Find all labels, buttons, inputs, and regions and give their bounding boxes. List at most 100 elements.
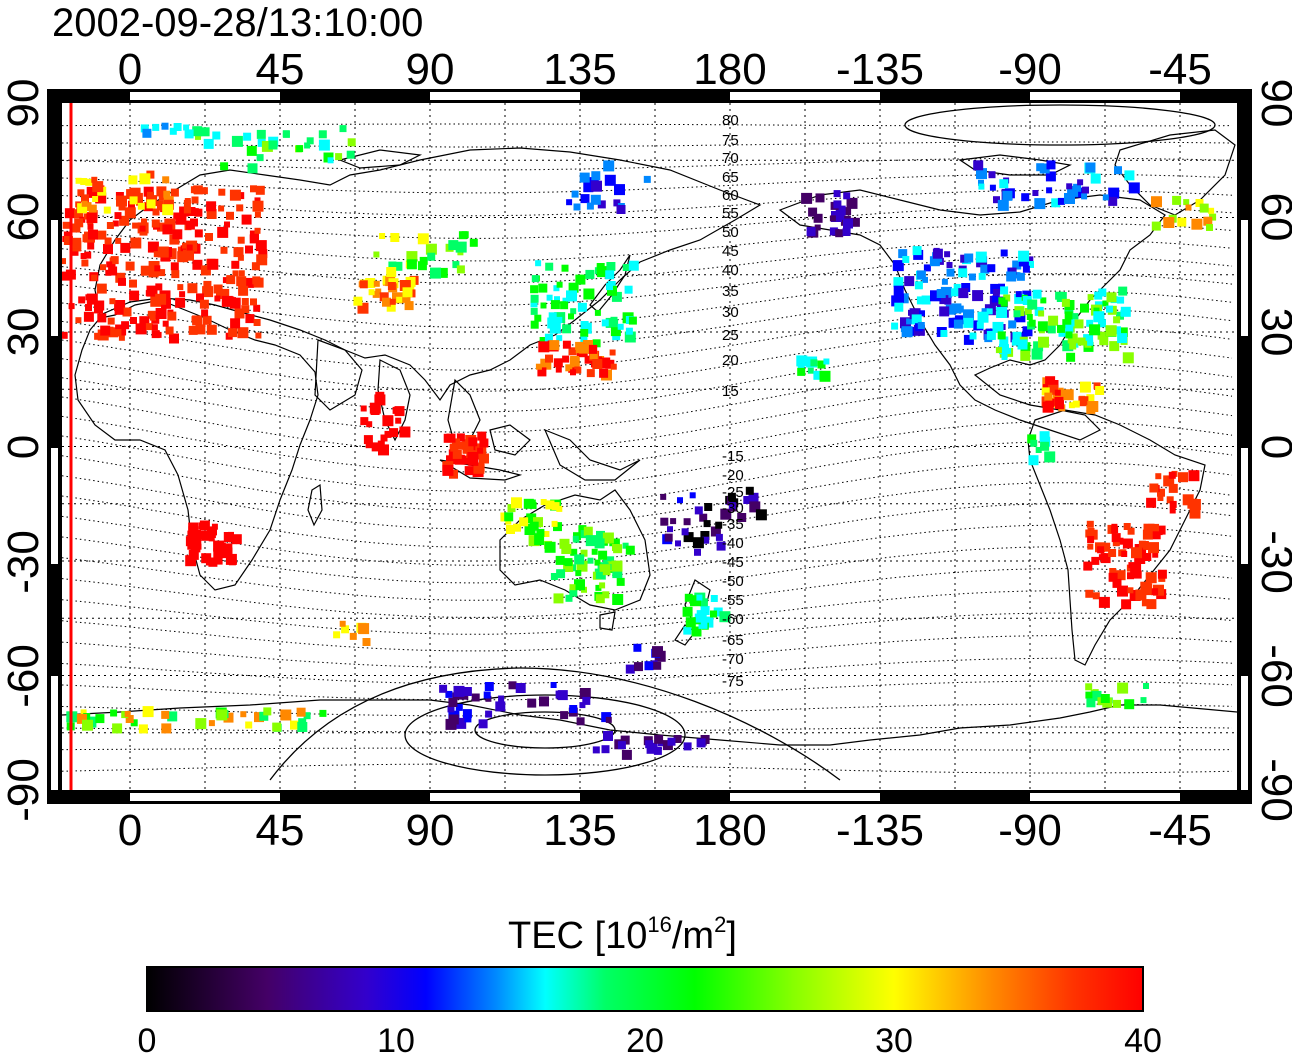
tec-cell [748,492,759,503]
tec-cell [611,291,622,302]
tec-cell [199,299,209,309]
tec-cell [104,237,112,245]
tec-cell [156,200,167,211]
tec-cell [929,256,940,267]
tec-cell [1195,199,1204,207]
tec-cell [208,720,215,727]
tec-cell [62,221,70,229]
tec-cell [620,735,630,745]
tec-cell [461,692,469,700]
tec-cell [226,275,236,285]
tec-cell [576,560,588,572]
longitude-labels-bottom: 0 45 90 135 180 -135 -90 -45 [118,806,1212,855]
tec-cell [202,315,212,325]
tec-cell [1178,472,1188,483]
tec-cell [548,312,557,321]
tec-cell [596,266,608,278]
tec-cell [530,320,539,329]
tec-cell [939,306,950,317]
tec-cell [452,449,462,459]
tec-cell [797,363,805,371]
tec-cell [161,723,172,734]
latitude-label: 90 [1252,79,1292,128]
tec-cell [1168,471,1176,479]
tec-cell [261,140,273,152]
tec-cell [1129,590,1141,601]
tec-cell [129,279,137,288]
contour-label: 45 [722,243,739,260]
tec-cell [1185,204,1192,211]
tec-cell [1000,299,1008,307]
tec-cell [202,286,214,298]
tec-cell [992,288,1000,296]
tec-cell [1151,221,1161,231]
tec-cell [901,326,913,338]
tec-cell [1039,163,1050,174]
tec-cell [593,361,600,368]
tec-cell [568,347,577,356]
tec-cell [1117,296,1125,304]
tec-cell [1080,303,1089,313]
tec-cell [1124,699,1135,710]
tec-cell [233,247,244,258]
tec-cell [550,300,560,310]
tec-cell [996,307,1008,318]
tec-cell [1177,217,1187,227]
tec-cell [1098,319,1106,328]
tec-cell [1127,572,1134,580]
tec-cell [201,553,212,564]
tec-cell [570,308,577,315]
tec-cell [77,203,88,214]
tec-cell [375,288,382,295]
tec-cell [71,223,81,233]
tec-cell [1000,249,1008,257]
tec-cell [347,138,356,147]
tec-cell [1108,196,1118,206]
latitude-labels-left: 90 60 30 0 -30 -60 -90 [0,79,48,822]
tec-cell [75,177,82,184]
tec-cell [975,251,987,263]
tec-cell [1054,389,1061,396]
tec-cell [236,276,247,287]
tec-cell [162,224,173,235]
tec-cell [599,564,611,576]
tec-cell [710,595,718,602]
tec-cell [1048,384,1058,395]
tec-cell [477,453,484,460]
tec-cell [145,323,153,331]
tec-cell [999,336,1009,346]
tec-cell [471,693,480,702]
tec-cell [430,267,441,279]
tec-cell [1079,381,1091,393]
tec-cell [190,218,198,227]
tec-cell [1073,183,1082,192]
tec-cell [893,285,904,296]
tec-cell [993,196,1000,204]
tec-cell [404,301,414,311]
tec-cell [80,178,88,185]
tec-cell [237,327,249,339]
tec-cell [1002,190,1013,201]
tec-cell [1146,583,1153,590]
tec-cell [468,444,479,454]
tec-cell [565,364,573,372]
tec-cell [529,521,539,531]
tec-cell [939,295,949,305]
tec-cell [1065,324,1074,333]
tec-cell [153,251,160,258]
tec-cell [677,497,683,504]
tec-cell [402,287,413,298]
tec-cell [128,175,138,185]
tec-cell [1009,267,1017,275]
tec-cell [1020,350,1031,361]
tec-cell [578,343,589,354]
contour-label: -15 [722,448,744,465]
tec-cell [577,302,587,312]
tec-cell [1013,310,1021,318]
tec-cell [360,405,367,412]
tec-cell [371,442,381,452]
tec-cell [843,218,853,229]
tec-cell [461,455,471,465]
tec-cell [195,718,207,730]
tec-cell [498,695,505,702]
